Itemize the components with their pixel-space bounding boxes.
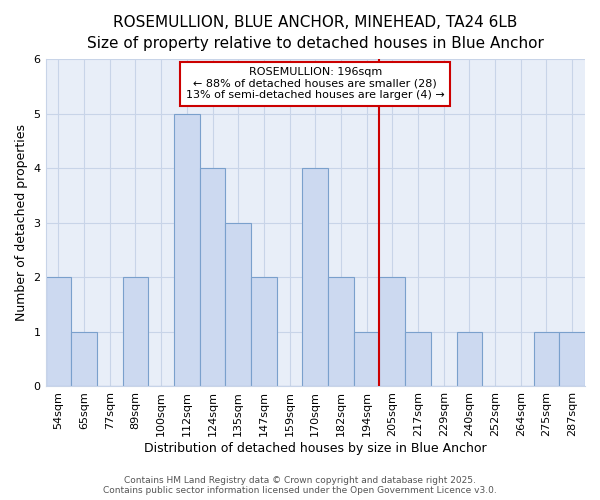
X-axis label: Distribution of detached houses by size in Blue Anchor: Distribution of detached houses by size … — [144, 442, 487, 455]
Bar — [46, 278, 71, 386]
Bar — [457, 332, 482, 386]
Y-axis label: Number of detached properties: Number of detached properties — [15, 124, 28, 322]
Bar — [122, 278, 148, 386]
Bar — [226, 223, 251, 386]
Bar — [405, 332, 431, 386]
Bar — [200, 168, 226, 386]
Bar — [533, 332, 559, 386]
Title: ROSEMULLION, BLUE ANCHOR, MINEHEAD, TA24 6LB
Size of property relative to detach: ROSEMULLION, BLUE ANCHOR, MINEHEAD, TA24… — [87, 15, 544, 51]
Bar — [71, 332, 97, 386]
Bar — [174, 114, 200, 386]
Text: Contains HM Land Registry data © Crown copyright and database right 2025.
Contai: Contains HM Land Registry data © Crown c… — [103, 476, 497, 495]
Bar — [354, 332, 379, 386]
Bar — [251, 278, 277, 386]
Bar — [328, 278, 354, 386]
Bar — [379, 278, 405, 386]
Bar — [302, 168, 328, 386]
Bar — [559, 332, 585, 386]
Text: ROSEMULLION: 196sqm
← 88% of detached houses are smaller (28)
13% of semi-detach: ROSEMULLION: 196sqm ← 88% of detached ho… — [186, 68, 445, 100]
